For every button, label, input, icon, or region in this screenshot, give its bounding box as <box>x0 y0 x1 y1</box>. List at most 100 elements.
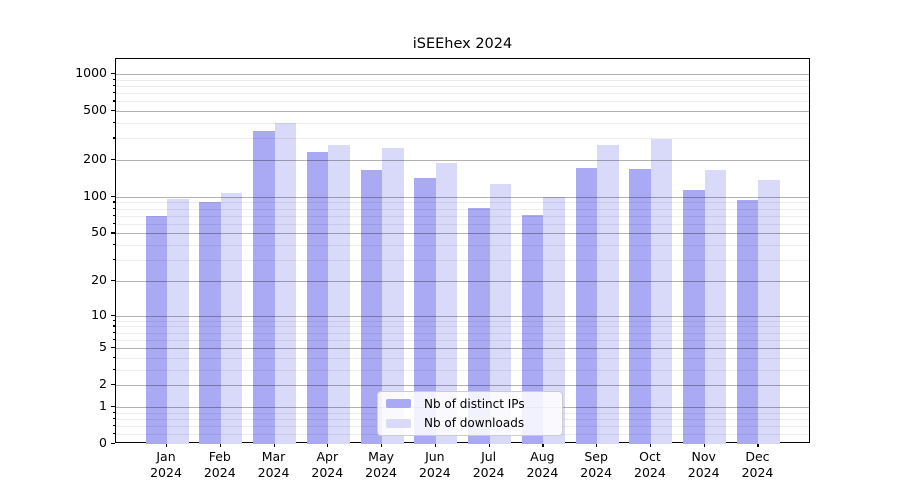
x-tick-label-nov: Nov 2024 <box>687 449 720 480</box>
major-gridline-20 <box>116 280 809 282</box>
bar-distinct-ips-mar <box>253 130 275 444</box>
bar-downloads-jul <box>489 183 512 444</box>
x-tick-mar <box>273 443 275 447</box>
x-tick-apr <box>327 443 329 447</box>
minor-gridline <box>116 138 809 140</box>
minor-gridline <box>116 202 809 204</box>
x-tick-aug <box>542 443 544 447</box>
x-tick-jul <box>488 443 490 447</box>
y-tick-label-2: 2 <box>99 376 107 392</box>
y-tick-5 <box>111 347 115 349</box>
minor-gridline <box>116 332 809 334</box>
y-tick-200 <box>111 159 115 161</box>
x-tick-label-jun: Jun 2024 <box>418 449 451 480</box>
minor-gridline <box>116 101 809 103</box>
bar-downloads-mar <box>274 122 297 444</box>
minor-gridline <box>116 326 809 328</box>
bar-distinct-ips-apr <box>306 151 329 444</box>
bar-downloads-jun <box>435 163 458 444</box>
y-minor-tick <box>112 331 115 333</box>
x-tick-label-jan: Jan 2024 <box>150 449 182 480</box>
y-tick-50 <box>111 232 115 234</box>
y-minor-tick <box>112 207 115 209</box>
y-minor-tick <box>112 244 115 246</box>
bar-downloads-jan <box>167 199 189 444</box>
x-tick-oct <box>649 443 652 447</box>
x-tick-label-aug: Aug 2024 <box>526 449 559 480</box>
y-minor-tick <box>112 368 115 370</box>
minor-gridline <box>116 215 809 217</box>
y-minor-tick <box>112 84 115 87</box>
y-tick-1000 <box>111 73 115 75</box>
legend: Nb of distinct IPs Nb of downloads <box>377 391 563 436</box>
y-tick-label-500: 500 <box>83 102 107 118</box>
bar-downloads-sep <box>597 145 619 444</box>
y-tick-label-200: 200 <box>83 151 107 167</box>
minor-gridline <box>116 357 809 359</box>
y-minor-tick <box>112 92 115 94</box>
bar-downloads-feb <box>220 192 243 444</box>
y-tick-20 <box>111 279 115 282</box>
major-gridline-200 <box>116 160 809 162</box>
x-tick-may <box>381 443 383 447</box>
bar-distinct-ips-jul <box>468 208 490 444</box>
x-tick-label-apr: Apr 2024 <box>311 449 344 480</box>
y-minor-tick <box>112 259 115 261</box>
x-tick-label-sep: Sep 2024 <box>580 449 613 480</box>
minor-gridline <box>116 93 809 95</box>
x-tick-dec <box>757 443 759 447</box>
y-tick-2 <box>111 384 115 386</box>
y-tick-10 <box>111 314 115 316</box>
y-minor-tick <box>112 356 115 358</box>
legend-swatch-downloads <box>386 418 411 428</box>
y-minor-tick <box>112 417 115 420</box>
minor-gridline <box>116 208 809 210</box>
y-tick-100 <box>111 195 115 198</box>
y-minor-tick <box>112 137 115 139</box>
x-tick-label-may: May 2024 <box>365 449 397 480</box>
y-minor-tick <box>112 222 115 225</box>
x-tick-label-oct: Oct 2024 <box>634 449 666 480</box>
y-minor-tick <box>112 122 115 124</box>
y-tick-label-100: 100 <box>83 187 107 203</box>
bar-distinct-ips-nov <box>683 189 705 444</box>
minor-gridline <box>116 339 809 341</box>
bar-distinct-ips-aug <box>521 214 544 444</box>
bar-distinct-ips-dec <box>736 199 759 444</box>
x-tick-label-mar: Mar 2024 <box>257 449 290 480</box>
legend-item-distinct-ips: Nb of distinct IPs <box>386 396 554 412</box>
bar-distinct-ips-may <box>360 170 383 444</box>
y-minor-tick <box>112 201 115 203</box>
major-gridline-10 <box>116 315 809 317</box>
y-minor-tick <box>112 100 115 102</box>
x-tick-nov <box>703 443 705 447</box>
y-tick-label-1000: 1000 <box>75 65 107 81</box>
bar-distinct-ips-jun <box>414 178 436 444</box>
y-minor-tick <box>112 424 115 427</box>
major-gridline-1000 <box>116 74 809 76</box>
major-gridline-100 <box>116 196 809 198</box>
bar-downloads-dec <box>758 179 780 444</box>
bar-distinct-ips-oct <box>629 168 651 444</box>
bar-distinct-ips-jan <box>145 216 167 444</box>
bar-distinct-ips-sep <box>575 167 598 444</box>
legend-swatch-distinct-ips <box>386 399 411 409</box>
legend-item-downloads: Nb of downloads <box>386 416 554 432</box>
x-tick-label-dec: Dec 2024 <box>741 449 774 480</box>
minor-gridline <box>116 79 809 81</box>
minor-gridline <box>116 123 809 125</box>
minor-gridline <box>116 223 809 225</box>
minor-gridline <box>116 85 809 87</box>
x-tick-jun <box>434 443 437 447</box>
bar-downloads-oct <box>650 138 673 444</box>
legend-label-downloads: Nb of downloads <box>424 416 525 431</box>
y-minor-tick <box>112 78 115 80</box>
y-minor-tick <box>112 214 115 216</box>
major-gridline-5 <box>116 348 809 350</box>
bar-downloads-nov <box>704 169 727 444</box>
y-minor-tick <box>112 325 115 327</box>
bar-downloads-may <box>382 148 404 444</box>
legend-label-distinct-ips: Nb of distinct IPs <box>424 396 525 411</box>
major-gridline-500 <box>116 111 809 113</box>
